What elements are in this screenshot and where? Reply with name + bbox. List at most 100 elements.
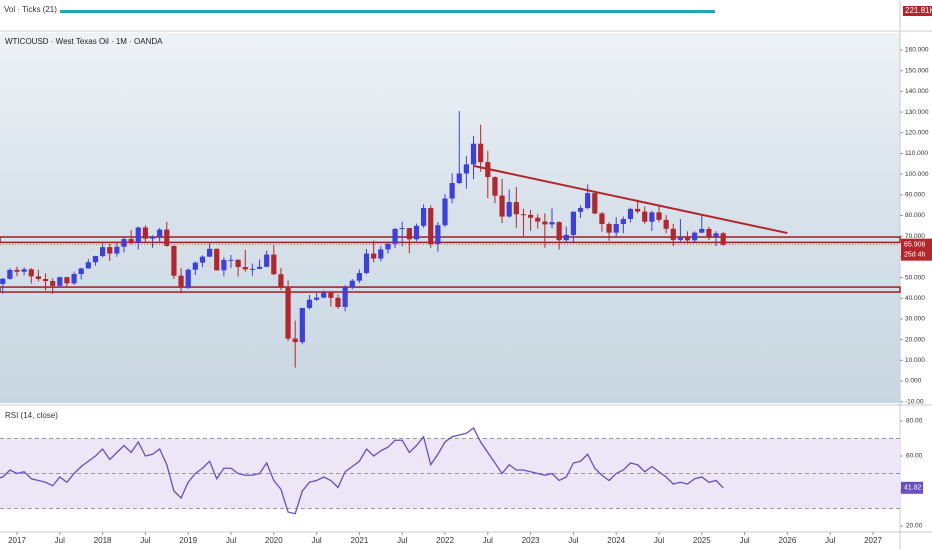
x-tick-label: Jul (568, 536, 578, 545)
y-tick-label: 140.000 (905, 88, 929, 95)
rsi-value-label: 41.82 (904, 485, 922, 492)
candle-body (456, 173, 462, 184)
x-tick-label: 2021 (351, 536, 369, 545)
candle-body (0, 278, 6, 284)
candle-body (463, 164, 469, 174)
candle-body (214, 248, 220, 271)
y-tick-label: 40.000 (905, 295, 925, 302)
x-tick-label: 2027 (864, 536, 882, 545)
candle-body (506, 202, 512, 217)
candle-body (35, 276, 41, 280)
candle-body (42, 279, 49, 282)
candle-body (642, 211, 648, 222)
candle-body (470, 143, 477, 165)
candle-body (121, 239, 127, 247)
candle-body (620, 219, 626, 224)
candle-body (542, 221, 548, 225)
candle-body (28, 269, 34, 277)
candle-body (656, 212, 662, 220)
candle-body (713, 233, 719, 237)
candle-body (128, 239, 134, 243)
candle-body (406, 228, 412, 240)
y-tick-label: 100.000 (905, 171, 929, 178)
candle-body (100, 247, 106, 257)
y-tick-label: 120.000 (905, 129, 929, 136)
candle-body (71, 274, 77, 284)
candle-body (570, 211, 576, 235)
y-tick-label: 30.000 (905, 316, 925, 323)
x-tick-label: 2024 (607, 536, 625, 545)
candle-body (528, 214, 534, 218)
y-tick-label: 60.00 (906, 453, 923, 460)
candle-body (185, 269, 191, 288)
candle-body (264, 254, 270, 267)
x-tick-label: Jul (739, 536, 749, 545)
candle-body (349, 280, 355, 288)
candle-body (192, 262, 198, 270)
candle-body (613, 223, 619, 233)
candle-body (235, 259, 241, 268)
last-price-badge (901, 238, 932, 261)
y-tick-label: 10.000 (905, 357, 925, 364)
y-tick-label: 110.000 (905, 150, 928, 157)
candle-body (592, 193, 598, 214)
candle-body (314, 297, 320, 300)
candle-body (535, 217, 541, 222)
candle-body (442, 198, 448, 226)
candle-body (635, 208, 641, 212)
candle-body (50, 281, 56, 286)
y-tick-label: 90.000 (905, 192, 925, 199)
candle-body (164, 229, 170, 246)
candle-body (670, 228, 676, 240)
candle-body (306, 299, 313, 308)
rsi-line (0, 427, 724, 515)
candle-body (677, 237, 683, 240)
candle-body (135, 227, 141, 243)
candle-body (499, 195, 505, 217)
x-tick-label: Jul (55, 536, 65, 545)
candle-body (435, 225, 441, 245)
y-tick-label: 20.000 (905, 336, 925, 343)
candle-body (221, 259, 227, 271)
price-zone (0, 236, 901, 244)
candle-body (21, 269, 27, 272)
candle-body (585, 193, 591, 209)
candle-body (520, 214, 527, 216)
y-tick-label: 160.000 (905, 47, 929, 54)
x-tick-label: Jul (226, 536, 236, 545)
volume-last: 221.81K (905, 6, 932, 15)
candle-body (449, 183, 455, 199)
y-tick-label: 50.000 (905, 274, 925, 281)
x-tick-label: 2026 (779, 536, 797, 545)
candle-body (684, 237, 691, 241)
volume-badge (903, 6, 932, 16)
x-tick-label: 2022 (436, 536, 454, 545)
candle-body (356, 273, 362, 281)
price-zone (0, 286, 901, 293)
candle-body (285, 287, 291, 339)
candle-body (513, 202, 519, 215)
y-tick-label: 80.000 (905, 212, 925, 219)
candle-body (577, 208, 584, 212)
volume-pane (0, 0, 900, 16)
x-tick-label: 2018 (94, 536, 112, 545)
rsi-title: RSI (14, close) (5, 411, 58, 420)
x-tick-label: 2020 (265, 536, 283, 545)
candle-body (149, 236, 156, 239)
rsi-badge (901, 481, 923, 494)
candle-body (392, 228, 398, 244)
countdown: 25d 4h (904, 252, 926, 259)
y-tick-label: 0.000 (905, 378, 922, 385)
chart-title: WTICOUSD · West Texas Oil · 1M · OANDA (5, 37, 163, 46)
candle-body (699, 228, 705, 233)
candle-body (321, 292, 327, 298)
candle-body (7, 269, 13, 279)
candle-body (556, 222, 562, 241)
candle-body (157, 229, 163, 237)
candle-body (606, 223, 612, 233)
candle-body (720, 233, 726, 245)
candle-body (299, 307, 305, 343)
candle-body (371, 253, 377, 259)
